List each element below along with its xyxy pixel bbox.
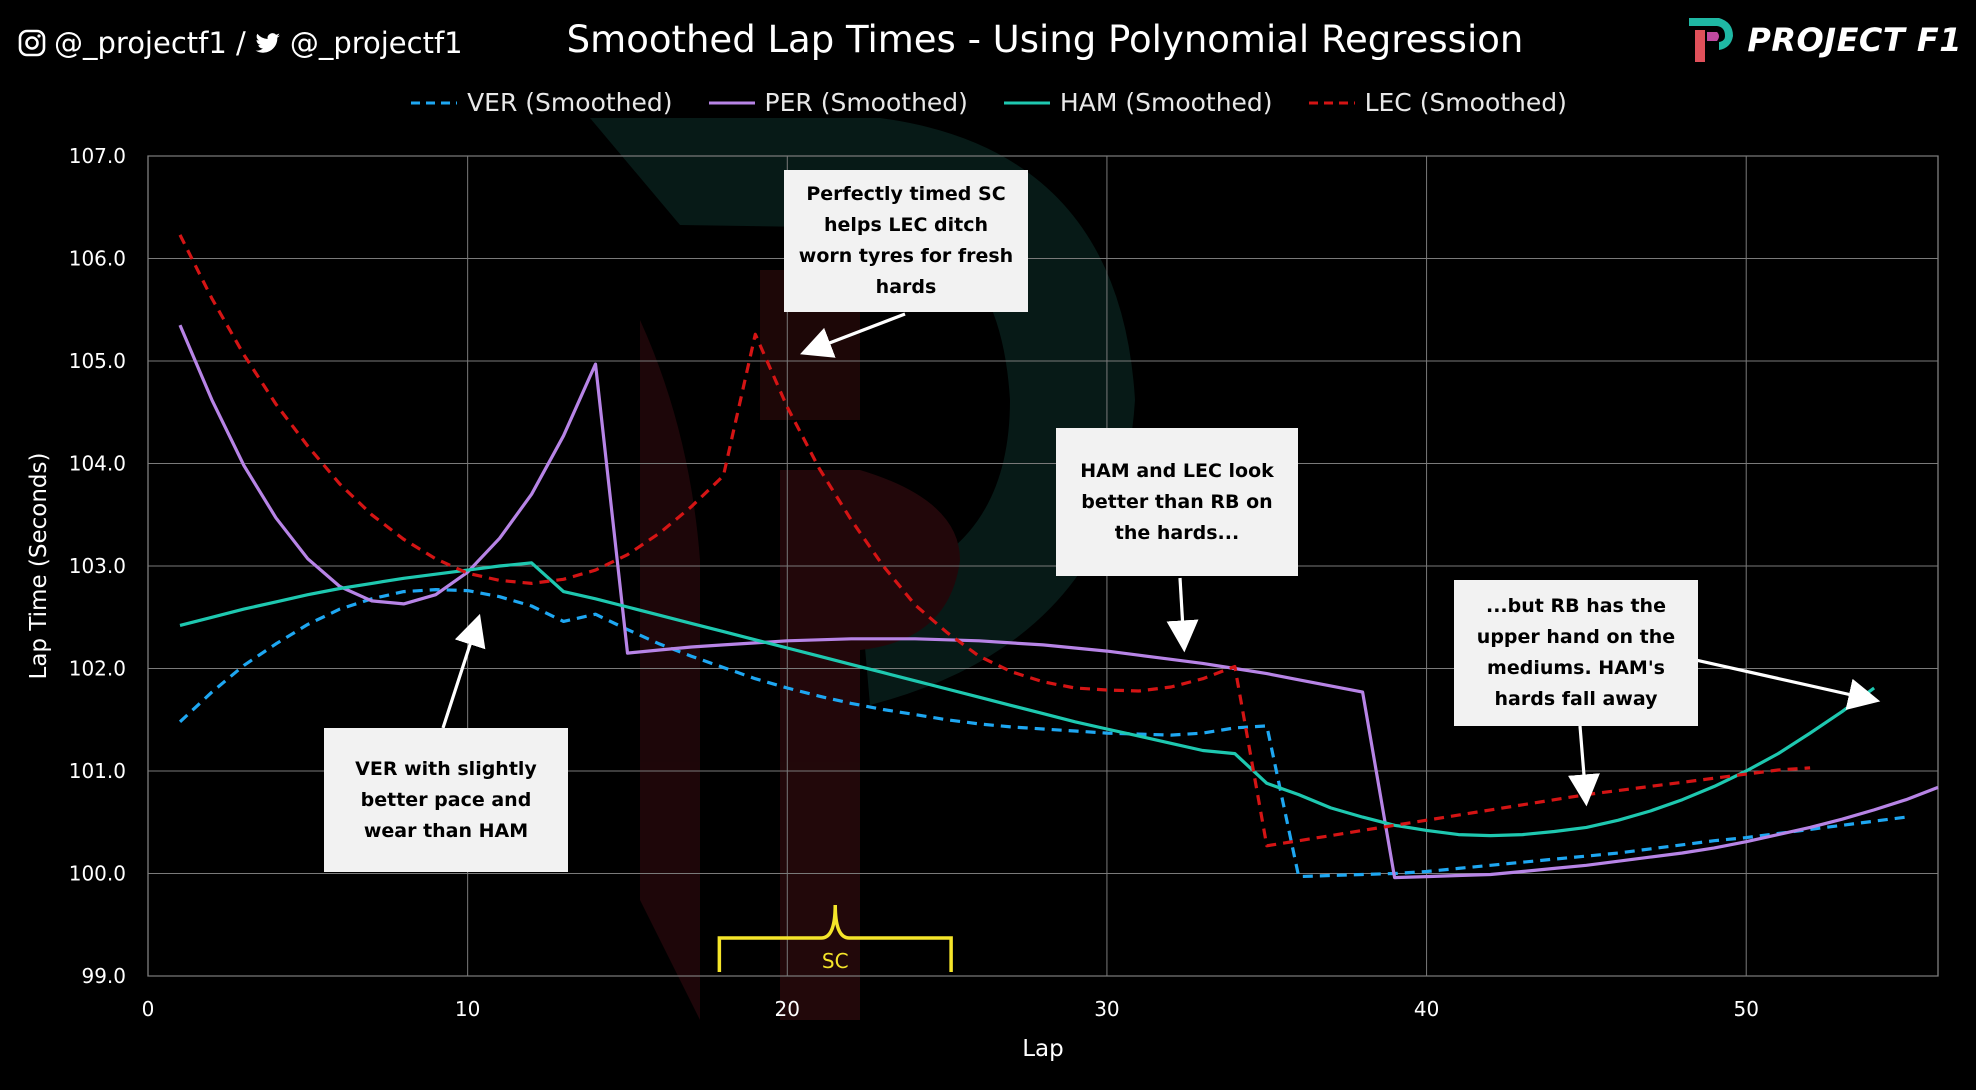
legend: VER (Smoothed) PER (Smoothed) HAM (Smoot… (0, 88, 1976, 117)
callout-mediums-text: ...but RB has the upper hand on the medi… (1476, 595, 1676, 710)
legend-label-per: PER (Smoothed) (764, 88, 968, 117)
social-handles: @_projectf1 / @_projectf1 (18, 26, 463, 60)
series-line-per (178, 324, 1939, 880)
callout-sc-lec: Perfectly timed SC helps LEC ditch worn … (784, 170, 1028, 312)
legend-item-ver: VER (Smoothed) (409, 88, 673, 117)
twitter-handle: @_projectf1 (289, 26, 463, 60)
legend-swatch-lec (1308, 101, 1355, 104)
annotation-arrow (441, 613, 486, 729)
annotation-arrow (1166, 577, 1199, 653)
sc-label: SC (822, 949, 849, 973)
callout-sc-lec-text: Perfectly timed SC helps LEC ditch worn … (798, 183, 1014, 298)
annotation-arrow (800, 312, 906, 358)
y-tick-label: 104.0 (69, 452, 126, 476)
callout-hards-text: HAM and LEC look better than RB on the h… (1080, 459, 1274, 544)
x-tick-label: 30 (1094, 997, 1119, 1021)
callout-ver: VER with slightly better pace and wear t… (324, 728, 568, 872)
callout-hards: HAM and LEC look better than RB on the h… (1056, 428, 1298, 576)
twitter-icon (255, 33, 280, 53)
x-tick-label: 0 (142, 997, 155, 1021)
y-tick-label: 103.0 (69, 554, 126, 578)
x-tick-label: 20 (775, 997, 800, 1021)
sc-bracket: SC (717, 904, 953, 973)
y-tick-label: 105.0 (69, 349, 126, 373)
sc-bracket-line (717, 904, 953, 972)
y-axis-label: Lap Time (Seconds) (26, 453, 52, 680)
legend-swatch-per (708, 101, 755, 104)
instagram-handle: @_projectf1 / (54, 26, 246, 60)
chart-title: Smoothed Lap Times - Using Polynomial Re… (566, 18, 1524, 61)
instagram-icon (18, 29, 46, 57)
y-tick-label: 106.0 (69, 247, 126, 271)
project-f1-logo (1689, 18, 1734, 62)
series-line-ver (178, 588, 1907, 879)
series-line-lec (178, 234, 1811, 848)
y-tick-label: 107.0 (69, 144, 126, 168)
callout-mediums: ...but RB has the upper hand on the medi… (1454, 580, 1698, 726)
annotation-arrow (1567, 725, 1600, 807)
series-lines (178, 234, 1939, 880)
x-tick-label: 10 (455, 997, 480, 1021)
legend-item-per: PER (Smoothed) (707, 88, 968, 117)
y-tick-label: 102.0 (69, 657, 126, 681)
callout-ver-text: VER with slightly better pace and wear t… (355, 757, 537, 842)
y-tick-label: 100.0 (69, 862, 126, 886)
legend-item-lec: LEC (Smoothed) (1307, 88, 1567, 117)
x-axis-label: Lap (1022, 1036, 1064, 1062)
y-tick-label: 101.0 (69, 759, 126, 783)
legend-swatch-ham (1003, 101, 1050, 104)
brand-logo: PROJECT F1 (1685, 14, 1962, 66)
brand-name: PROJECT F1 (1747, 21, 1962, 59)
legend-label-ver: VER (Smoothed) (467, 88, 673, 117)
legend-item-ham: HAM (Smoothed) (1002, 88, 1273, 117)
y-tick-label: 99.0 (81, 964, 126, 988)
x-tick-label: 50 (1733, 997, 1758, 1021)
axes: 99.0 100.0 101.0 102.0 103.0 104.0 105.0 106.0 1… (26, 144, 1759, 1062)
legend-label-ham: HAM (Smoothed) (1059, 88, 1273, 117)
legend-label-lec: LEC (Smoothed) (1364, 88, 1567, 117)
legend-swatch-ver (411, 101, 458, 104)
x-tick-label: 40 (1414, 997, 1439, 1021)
